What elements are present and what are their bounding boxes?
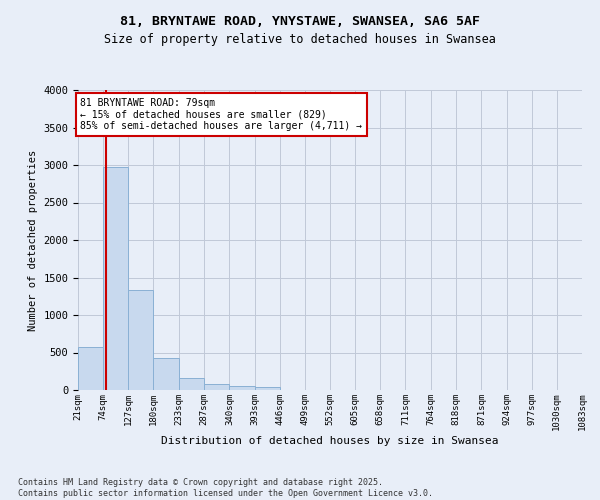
Bar [128,290,154,390]
Text: 81 BRYNTAWE ROAD: 79sqm
← 15% of detached houses are smaller (829)
85% of semi-d: 81 BRYNTAWE ROAD: 79sqm ← 15% of detache… [80,98,362,130]
Bar [229,386,254,390]
Bar [254,387,280,390]
Bar [179,378,204,390]
Bar [103,167,128,390]
X-axis label: Distribution of detached houses by size in Swansea: Distribution of detached houses by size … [161,436,499,446]
Text: Size of property relative to detached houses in Swansea: Size of property relative to detached ho… [104,32,496,46]
Bar [204,384,229,390]
Text: 81, BRYNTAWE ROAD, YNYSTAWE, SWANSEA, SA6 5AF: 81, BRYNTAWE ROAD, YNYSTAWE, SWANSEA, SA… [120,15,480,28]
Text: Contains HM Land Registry data © Crown copyright and database right 2025.
Contai: Contains HM Land Registry data © Crown c… [18,478,433,498]
Bar [78,346,103,390]
Bar [154,358,179,390]
Y-axis label: Number of detached properties: Number of detached properties [28,150,38,330]
